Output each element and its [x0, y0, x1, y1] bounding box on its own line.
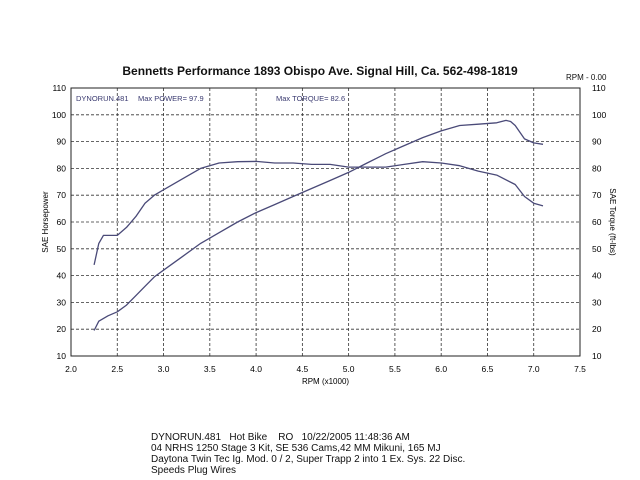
y-tick-label-left: 80: [57, 163, 67, 173]
x-tick-label: 5.5: [389, 364, 401, 374]
y-tick-label-right: 110: [592, 83, 606, 93]
y-tick-label-left: 70: [57, 190, 67, 200]
y-tick-label-right: 80: [592, 163, 602, 173]
y-tick-label-left: 40: [57, 271, 67, 281]
x-tick-label: 6.0: [435, 364, 447, 374]
rpm-note: RPM - 0.00: [566, 73, 607, 82]
sae-horsepower-line: [93, 119, 544, 331]
annotations: DYNORUN.481 Max POWER= 97.9 Max TORQUE= …: [76, 94, 345, 103]
y-axis-label-right: SAE Torque (ft-lbs): [608, 188, 617, 256]
sae-torque-line: [93, 160, 544, 266]
run-caption: DYNORUN.481 Hot Bike RO 10/22/2005 11:48…: [151, 432, 465, 476]
y-tick-label-right: 20: [592, 324, 602, 334]
caption-line: Daytona Twin Tec Ig. Mod. 0 / 2, Super T…: [151, 454, 466, 465]
x-tick-label: 3.0: [158, 364, 170, 374]
y-tick-label-right: 70: [592, 190, 602, 200]
y-tick-label-left: 20: [57, 324, 67, 334]
x-tick-label: 7.5: [574, 364, 586, 374]
y-tick-label-left: 10: [57, 351, 67, 361]
y-tick-label-right: 90: [592, 137, 602, 147]
caption-line: 04 NRHS 1250 Stage 3 Kit, SE 536 Cams,42…: [151, 443, 441, 454]
y-tick-label-right: 40: [592, 271, 602, 281]
axis-ticks: 2.0 2.5 3.0 3.5 4.0 4.5 5.0 5.5 6.0 6.5 7.0 7.5 10 10…: [52, 83, 607, 374]
x-tick-label: 7.0: [528, 364, 540, 374]
x-tick-label: 5.0: [343, 364, 355, 374]
x-tick-label: 4.5: [296, 364, 308, 374]
y-tick-label-left: 100: [52, 110, 66, 120]
caption-line: Speeds Plug Wires: [151, 465, 237, 476]
caption-line: DYNORUN.481 Hot Bike RO 10/22/2005 11:48…: [151, 432, 410, 443]
plot-frame: [70, 87, 581, 357]
annotation-run: DYNORUN.481: [76, 94, 129, 103]
x-axis-label: RPM (x1000): [302, 377, 349, 386]
x-tick-label: 2.0: [65, 364, 77, 374]
y-tick-label-right: 60: [592, 217, 602, 227]
y-tick-label-left: 60: [57, 217, 67, 227]
y-tick-label-left: 30: [57, 297, 67, 307]
y-tick-label-right: 10: [592, 351, 602, 361]
annotation-max-torque: Max TORQUE= 82.6: [276, 94, 345, 103]
annotation-max-power: Max POWER= 97.9: [138, 94, 204, 103]
x-tick-label: 6.5: [482, 364, 494, 374]
y-tick-label-left: 50: [57, 244, 67, 254]
grid: [71, 88, 580, 356]
axis-labels: RPM (x1000) SAE Horsepower SAE Torque (f…: [41, 188, 617, 386]
y-tick-label-right: 30: [592, 297, 602, 307]
x-tick-label: 3.5: [204, 364, 216, 374]
x-tick-label: 4.0: [250, 364, 262, 374]
y-axis-label-left: SAE Horsepower: [41, 191, 50, 253]
series: [93, 119, 544, 331]
y-tick-label-left: 110: [52, 83, 66, 93]
y-tick-label-right: 100: [592, 110, 606, 120]
y-tick-label-right: 50: [592, 244, 602, 254]
chart-title: Bennetts Performance 1893 Obispo Ave. Si…: [122, 64, 518, 78]
x-tick-label: 2.5: [111, 364, 123, 374]
y-tick-label-left: 90: [57, 137, 67, 147]
